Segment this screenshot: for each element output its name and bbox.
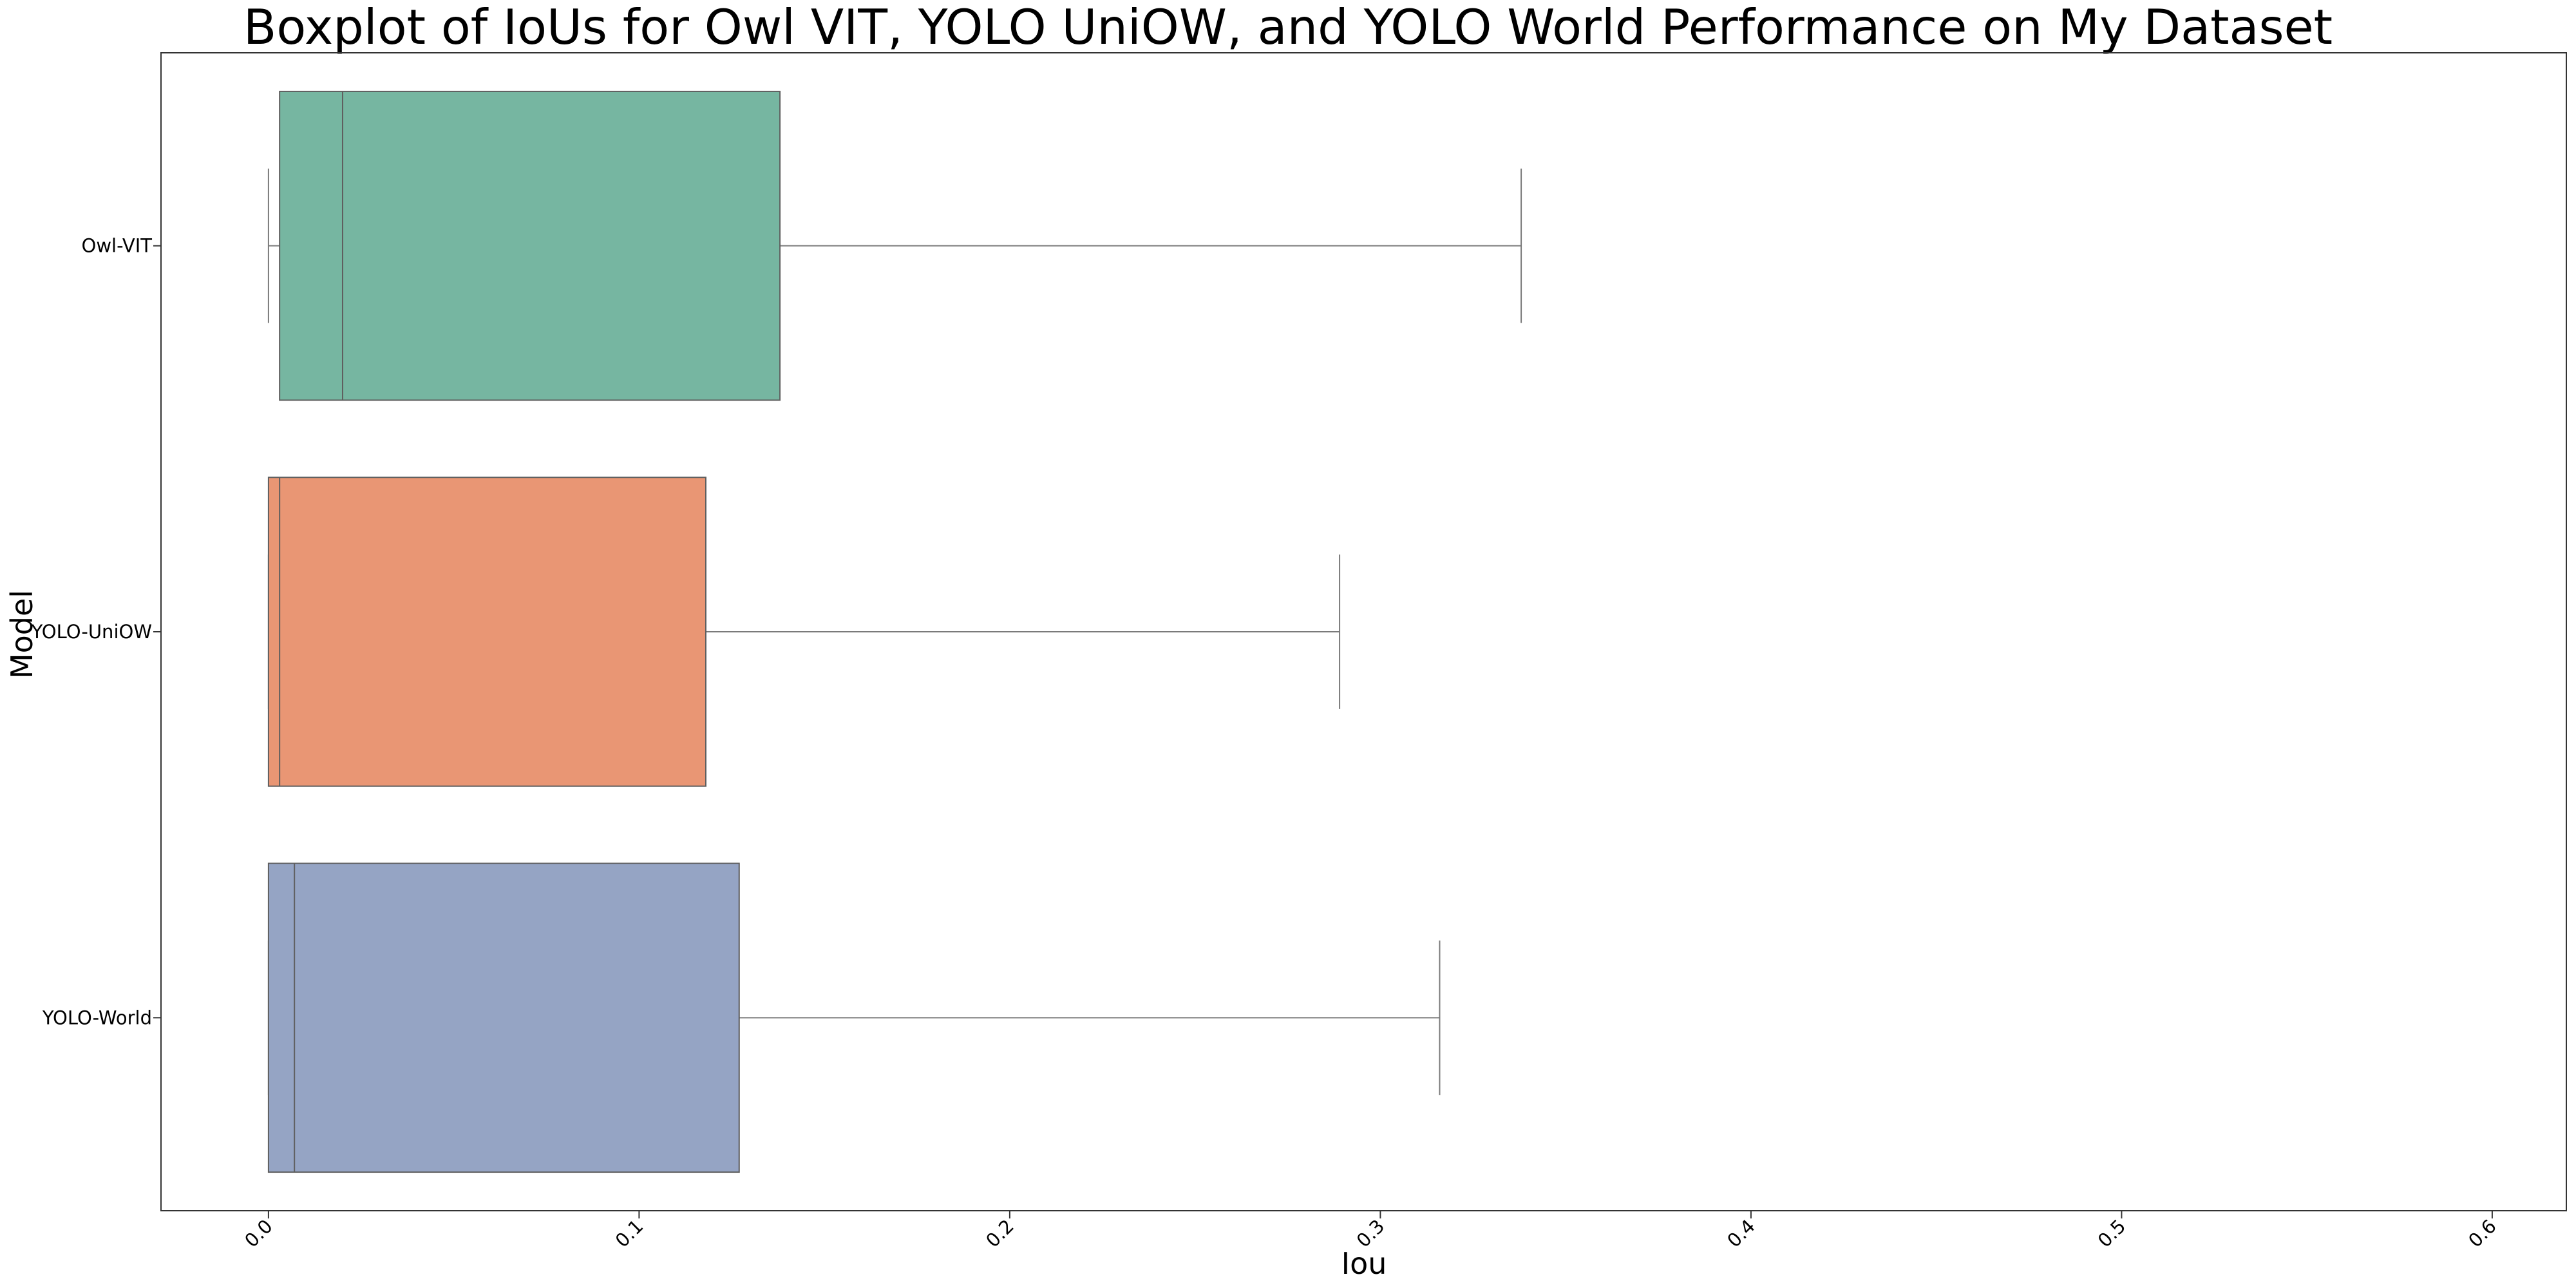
y-tick-label: YOLO-World: [42, 1007, 152, 1028]
x-tick-label: 0.5: [2094, 1215, 2130, 1252]
y-tick-label: Owl-VIT: [82, 235, 153, 257]
x-tick-label: 0.1: [611, 1215, 648, 1252]
x-tick-label: 0.6: [2464, 1215, 2501, 1252]
box-owl-vit: [279, 90, 781, 401]
y-axis-label: Model: [5, 590, 39, 679]
x-axis-label: Iou: [1341, 1246, 1387, 1281]
plot-area: 0.0 0.1 0.2 0.3 0.4 0.5 0.6Owl-VITYOLO-UniOWYO…: [31, 52, 2567, 1252]
x-tick-label: 0.4: [1723, 1215, 1759, 1252]
box-yolo-uniow: [267, 477, 706, 787]
chart-title: Boxplot of IoUs for Owl VIT, YOLO UniOW,…: [243, 0, 2333, 55]
x-tick-label: 0.0: [240, 1215, 277, 1252]
y-tick-label: YOLO-UniOW: [31, 621, 152, 643]
x-tick-label: 0.2: [981, 1215, 1018, 1252]
box-yolo-world: [267, 862, 740, 1173]
